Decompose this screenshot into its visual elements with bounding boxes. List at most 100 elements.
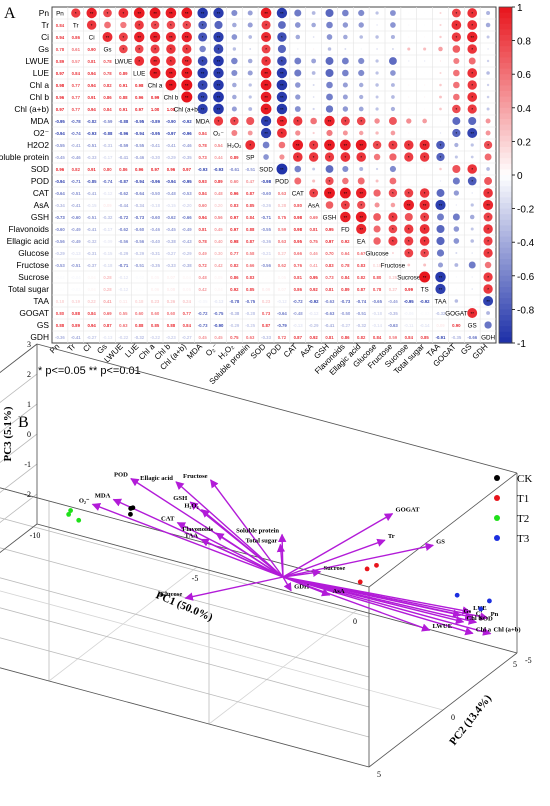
diagonal-label: Fructose — [381, 263, 406, 270]
correlation-value: 0.98 — [135, 83, 144, 88]
correlation-value: -0.31 — [87, 251, 97, 256]
correlation-value: -0.49 — [71, 239, 81, 244]
correlation-value: 0.55 — [119, 311, 128, 316]
correlation-value: -0.89 — [150, 119, 160, 124]
correlation-circle — [423, 47, 427, 51]
axis-box-edge — [368, 472, 518, 588]
significance-mark: * — [424, 155, 426, 160]
colorbar-segment — [499, 141, 512, 148]
correlation-circle — [439, 107, 442, 111]
correlation-value: 0.89 — [230, 155, 239, 160]
significance-mark: ** — [486, 299, 490, 304]
correlation-value: 0.58 — [246, 251, 255, 256]
significance-mark: ** — [439, 275, 443, 280]
correlation-circle — [439, 35, 442, 39]
correlation-value: 0.88 — [167, 323, 176, 328]
correlation-value: 0.98 — [294, 215, 303, 220]
correlation-value: 0.07 — [167, 275, 176, 280]
significance-mark: * — [313, 155, 315, 160]
correlation-circle — [471, 288, 473, 290]
correlation-value: 0.97 — [56, 107, 65, 112]
correlation-circle — [391, 95, 395, 99]
correlation-circle — [165, 7, 177, 19]
correlation-value: -0.21 — [261, 251, 271, 256]
significance-mark: ** — [185, 35, 189, 40]
significance-mark: ** — [344, 215, 348, 220]
correlation-circle — [134, 31, 145, 43]
correlation-value: -0.22 — [150, 335, 160, 340]
correlation-circle — [408, 180, 410, 182]
correlation-value: -0.46 — [134, 155, 144, 160]
correlation-value: 0.97 — [230, 215, 239, 220]
correlation-value: -0.53 — [55, 263, 65, 268]
significance-mark: ** — [280, 107, 284, 112]
correlation-value: -0.41 — [71, 143, 81, 148]
significance-mark: ** — [280, 11, 284, 16]
significance-mark: * — [392, 215, 394, 220]
significance-mark: * — [408, 227, 410, 232]
correlation-value: 0.66 — [246, 263, 255, 268]
correlation-circle — [294, 57, 302, 65]
correlation-circle — [86, 7, 97, 19]
colorbar-segment — [499, 287, 512, 294]
correlation-value: 0.05 — [214, 275, 223, 280]
colorbar-segment — [499, 74, 512, 81]
correlation-value: 0.96 — [56, 95, 65, 100]
correlation-circle — [454, 142, 459, 148]
correlation-value: -0.41 — [166, 143, 176, 148]
correlation-value: 0.75 — [230, 335, 239, 340]
correlation-circle — [232, 47, 237, 51]
correlation-circle — [390, 202, 396, 208]
correlation-value: -0.41 — [87, 227, 97, 232]
significance-mark: * — [265, 59, 267, 64]
correlation-value: -0.14 — [420, 323, 430, 328]
correlation-value: 0.93 — [198, 179, 207, 184]
correlation-value: 0.85 — [246, 203, 255, 208]
correlation-value: 0.91 — [119, 107, 128, 112]
significance-mark: * — [424, 251, 426, 256]
correlation-circle — [213, 103, 224, 115]
loading-label: Tr — [388, 533, 395, 540]
significance-mark: ** — [153, 35, 157, 40]
correlation-value: 0.95 — [294, 239, 303, 244]
significance-mark: * — [392, 239, 394, 244]
correlation-value: 0.75 — [309, 239, 318, 244]
correlation-circle — [439, 95, 442, 99]
correlation-value: -0.62 — [166, 215, 176, 220]
correlation-circle — [467, 164, 478, 174]
correlation-value: -0.93 — [198, 167, 208, 172]
colorbar-tick-label: 0 — [517, 171, 523, 182]
correlation-value: 0.81 — [294, 275, 303, 280]
correlation-value: -0.36 — [55, 335, 65, 340]
significance-mark: * — [91, 23, 93, 28]
correlation-circle — [390, 106, 396, 112]
correlation-circle — [483, 272, 493, 282]
correlation-value: 0.26 — [167, 299, 176, 304]
correlation-circle — [357, 177, 365, 185]
correlation-value: -0.51 — [87, 215, 97, 220]
correlation-circle — [435, 199, 446, 211]
correlation-circle — [486, 311, 491, 315]
correlation-value: 0.04 — [87, 275, 96, 280]
correlation-value: -0.51 — [87, 143, 97, 148]
loading-arrow — [282, 576, 492, 636]
colorbar-segment — [499, 231, 512, 238]
significance-mark: ** — [407, 203, 411, 208]
correlation-circle — [408, 36, 410, 38]
significance-mark: * — [455, 107, 457, 112]
colorbar-segment — [499, 292, 512, 299]
correlation-value: -0.38 — [182, 263, 192, 268]
correlation-value: -0.96 — [150, 179, 160, 184]
correlation-circle — [294, 177, 302, 185]
correlation-value: -0.95 — [404, 299, 414, 304]
correlation-circle — [150, 44, 160, 54]
correlation-value: 0.45 — [198, 335, 207, 340]
colorbar-tick-label: 0.6 — [517, 70, 531, 81]
column-label: GDH — [471, 342, 490, 361]
correlation-value: 0.98 — [230, 239, 239, 244]
colorbar-segment — [499, 102, 512, 109]
row-label: Total sugar — [8, 284, 49, 294]
column-label: Chl a — [137, 342, 157, 362]
correlation-circle — [419, 199, 430, 211]
significance-mark: ** — [264, 83, 268, 88]
